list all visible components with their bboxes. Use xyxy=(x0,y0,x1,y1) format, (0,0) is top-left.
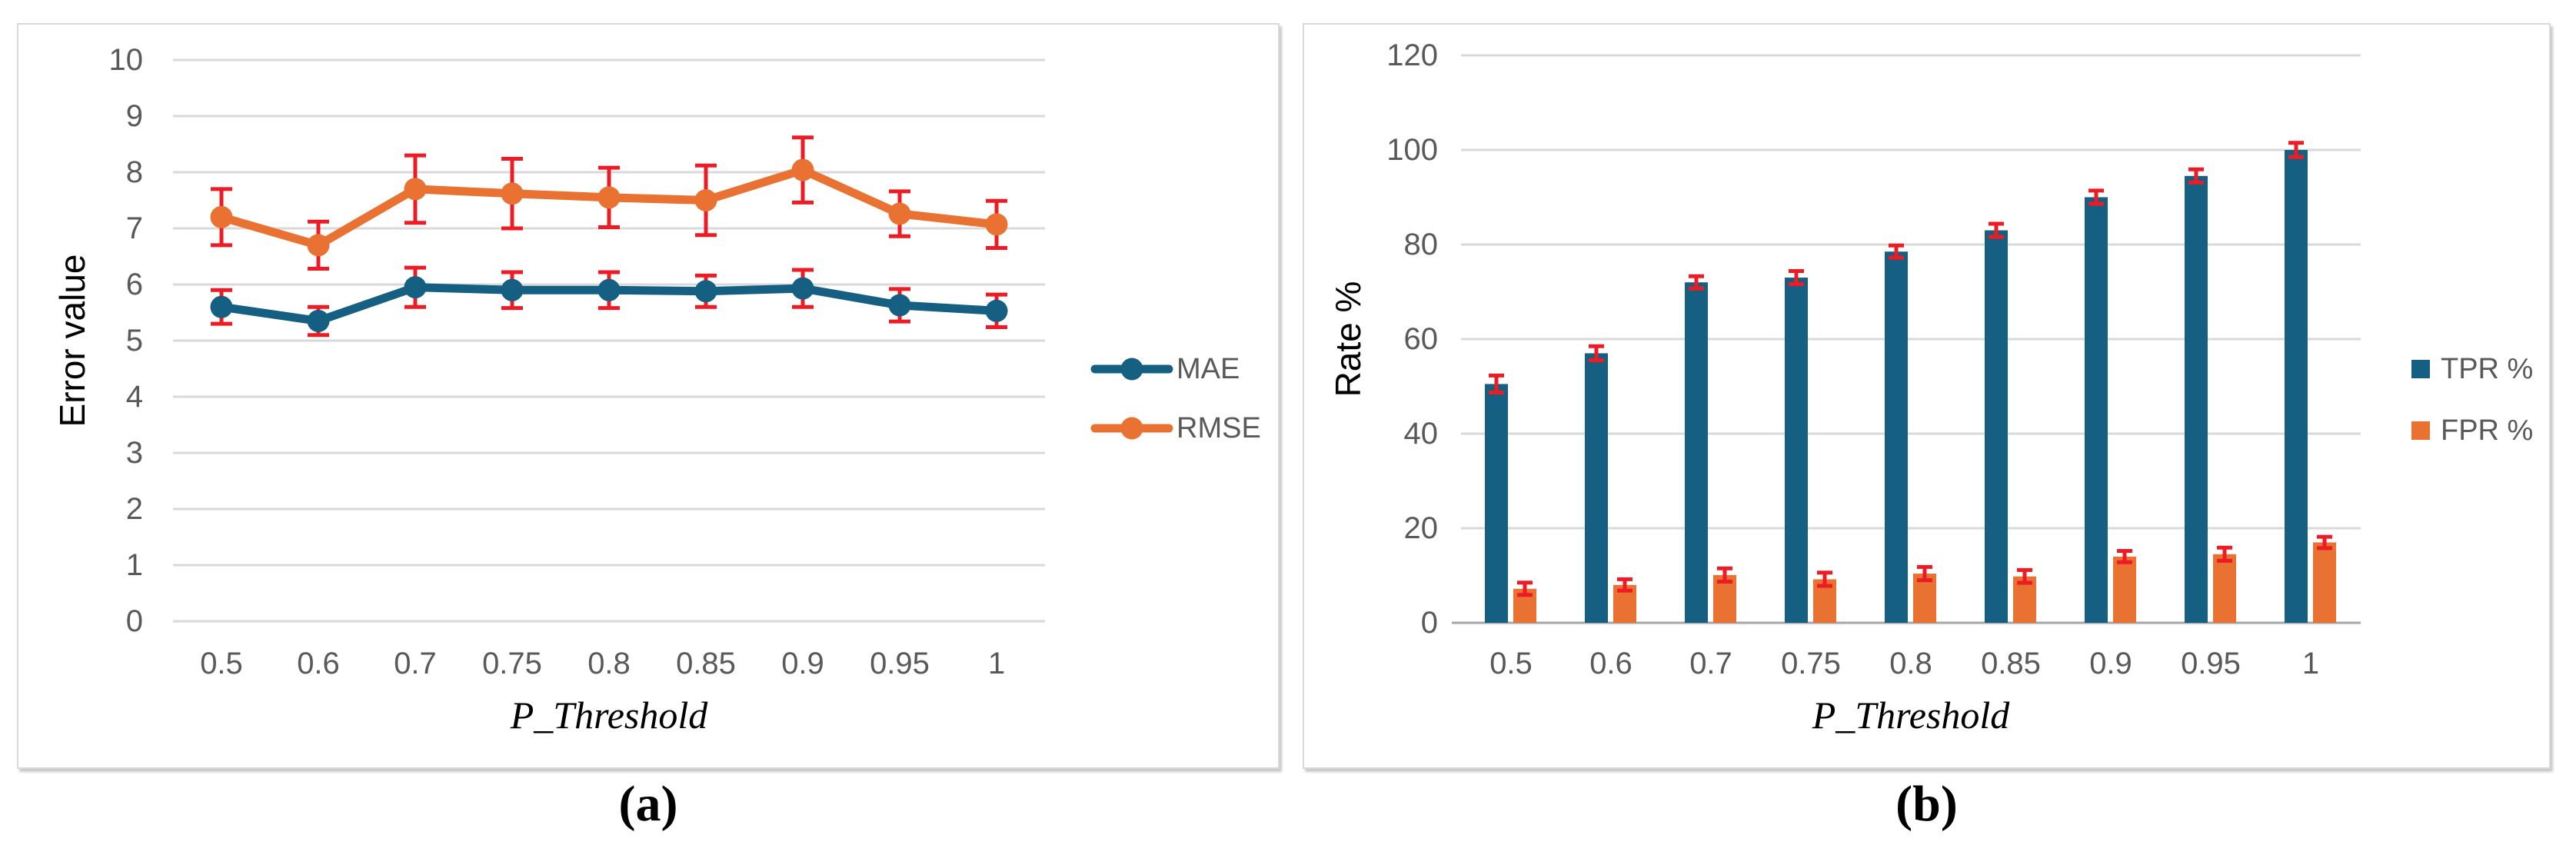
error-bars-tpr xyxy=(1489,141,2304,394)
svg-text:0.8: 0.8 xyxy=(587,647,631,680)
svg-text:0.85: 0.85 xyxy=(1981,647,2041,680)
y-gridlines xyxy=(173,58,1045,623)
svg-text:0: 0 xyxy=(1421,606,1438,640)
legend-square-marker-fpr xyxy=(2411,421,2430,440)
svg-text:20: 20 xyxy=(1404,511,1439,545)
series-bars-fpr xyxy=(1513,542,2336,623)
svg-text:0.5: 0.5 xyxy=(1489,647,1533,680)
y-gridlines xyxy=(1461,54,2361,530)
svg-text:1: 1 xyxy=(988,647,1005,680)
y-axis-title: Error value xyxy=(52,255,92,428)
legend-circle-marker-rmse xyxy=(1120,417,1143,440)
svg-text:0.9: 0.9 xyxy=(781,647,824,680)
legend-label-tpr: TPR % xyxy=(2441,353,2533,385)
svg-text:120: 120 xyxy=(1386,38,1438,72)
x-axis-title: P_Threshold xyxy=(510,694,708,737)
series-bars-tpr xyxy=(1485,150,2308,623)
y-tick-labels: 0 1 2 3 4 5 6 7 8 9 10 xyxy=(109,43,144,638)
y-tick-labels: 0 20 40 60 80 100 120 xyxy=(1386,38,1438,640)
svg-text:80: 80 xyxy=(1404,228,1439,261)
svg-text:2: 2 xyxy=(126,492,143,526)
markers-mae xyxy=(210,276,1008,332)
svg-text:0.95: 0.95 xyxy=(2181,647,2241,680)
panel-b: 0 20 40 60 80 100 120 0.5 0.6 0.7 0.75 0.8 0.85 0.9 0.… xyxy=(1303,23,2551,769)
svg-text:0.95: 0.95 xyxy=(870,647,930,680)
legend-square-marker-tpr xyxy=(2411,360,2430,378)
caption-a: (a) xyxy=(618,776,678,832)
svg-text:0.6: 0.6 xyxy=(297,647,340,680)
svg-text:1: 1 xyxy=(126,548,143,582)
legend: TPR % FPR % xyxy=(2411,353,2533,447)
svg-text:0.7: 0.7 xyxy=(394,647,437,680)
caption-b: (b) xyxy=(1895,776,1958,832)
svg-text:0.5: 0.5 xyxy=(200,647,243,680)
svg-text:0: 0 xyxy=(126,604,143,638)
svg-text:6: 6 xyxy=(126,268,143,301)
x-axis-labels: 0.5 0.6 0.7 0.75 0.8 0.85 0.9 0.95 1 xyxy=(1489,647,2319,680)
svg-text:5: 5 xyxy=(126,324,143,358)
svg-text:7: 7 xyxy=(126,211,143,245)
legend: MAE RMSE xyxy=(1090,353,1261,444)
svg-text:1: 1 xyxy=(2302,647,2319,680)
error-bars-fpr xyxy=(1517,534,2332,597)
svg-text:9: 9 xyxy=(126,99,143,133)
svg-text:0.7: 0.7 xyxy=(1689,647,1732,680)
legend-label-mae: MAE xyxy=(1177,353,1240,385)
svg-text:0.85: 0.85 xyxy=(676,647,736,680)
markers-rmse xyxy=(210,158,1008,257)
legend-label-fpr: FPR % xyxy=(2441,414,2533,447)
svg-text:60: 60 xyxy=(1404,322,1439,356)
svg-text:10: 10 xyxy=(109,43,144,77)
svg-text:0.6: 0.6 xyxy=(1589,647,1632,680)
legend-circle-marker-mae xyxy=(1120,358,1143,381)
legend-label-rmse: RMSE xyxy=(1177,412,1261,444)
y-axis-title: Rate % xyxy=(1328,281,1368,398)
line-chart-error-value: 0 1 2 3 4 5 6 7 8 9 10 0.5 0.6 0.7 0.75 0.8 0.85 0.9 0.95 1… xyxy=(52,43,1261,737)
svg-text:0.75: 0.75 xyxy=(1781,647,1841,680)
svg-text:8: 8 xyxy=(126,155,143,189)
svg-text:3: 3 xyxy=(126,436,143,470)
svg-text:0.8: 0.8 xyxy=(1889,647,1932,680)
svg-text:4: 4 xyxy=(126,380,143,414)
svg-text:0.75: 0.75 xyxy=(482,647,542,680)
x-axis-title: P_Threshold xyxy=(1812,694,2010,737)
panel-a: 0 1 2 3 4 5 6 7 8 9 10 0.5 0.6 0.7 0.75 0.8 0.85 0.9 0.95 1… xyxy=(17,23,1280,769)
x-axis-labels: 0.5 0.6 0.7 0.75 0.8 0.85 0.9 0.95 1 xyxy=(200,647,1005,680)
svg-text:40: 40 xyxy=(1404,417,1439,451)
svg-text:100: 100 xyxy=(1386,133,1438,167)
svg-text:0.9: 0.9 xyxy=(2089,647,2132,680)
